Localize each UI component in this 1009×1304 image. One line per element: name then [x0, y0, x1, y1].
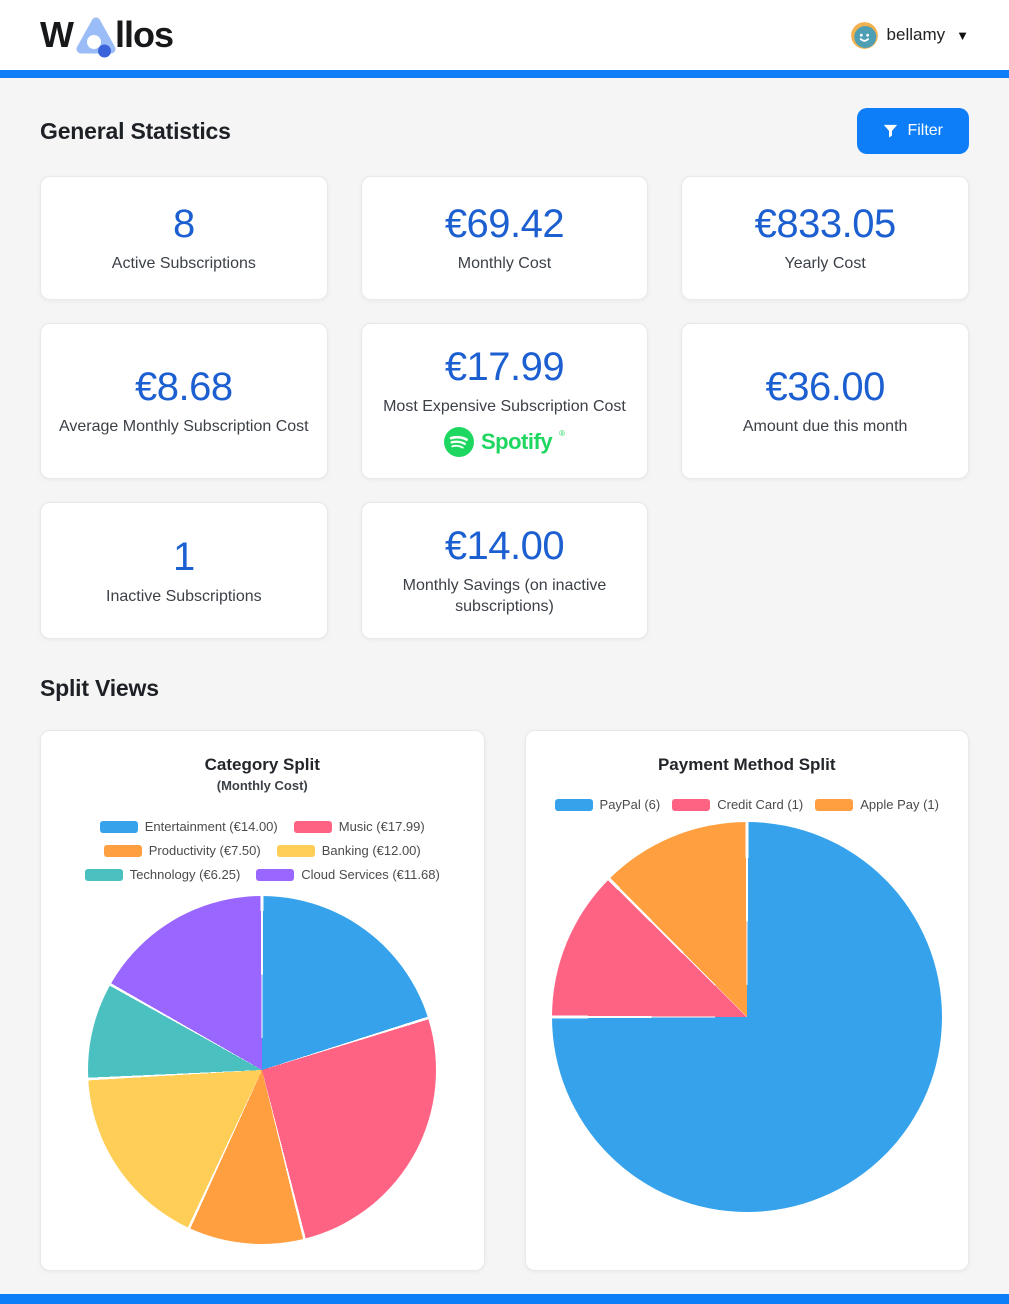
legend-swatch: [554, 798, 593, 811]
legend-item[interactable]: Technology (€6.25): [84, 867, 241, 883]
legend-item[interactable]: Music (€17.99): [293, 819, 425, 835]
app-header: W llos bellamy ▼: [0, 0, 1009, 70]
payment-pie-chart: [551, 822, 942, 1213]
filter-button-label: Filter: [907, 122, 943, 139]
user-name: bellamy: [886, 25, 946, 44]
stat-value: 8: [172, 201, 195, 246]
legend-swatch: [276, 844, 315, 857]
legend-item[interactable]: Credit Card (1): [672, 797, 803, 812]
general-statistics-title: General Statistics: [40, 117, 231, 144]
legend-item[interactable]: PayPal (6): [554, 797, 661, 813]
legend-label: Productivity (€7.50): [148, 843, 261, 859]
legend-label: Cloud Services (€11.68): [301, 867, 440, 883]
spotify-registered-mark: ®: [559, 429, 565, 439]
spotify-logo: Spotify ®: [444, 427, 565, 458]
stat-label: Monthly Savings (on inactive subscriptio…: [402, 577, 607, 616]
split-views-title: Split Views: [40, 675, 159, 702]
main-content: General Statistics Filter 8 Active Subsc…: [0, 78, 1009, 1272]
split-views-grid: Category Split (Monthly Cost) Entertainm…: [40, 730, 969, 1272]
category-split-subtitle: (Monthly Cost): [216, 778, 308, 794]
header-accent-bar: [0, 70, 1009, 78]
stat-value: €833.05: [754, 201, 897, 246]
stat-card-yearly-cost: €833.05 Yearly Cost: [681, 176, 969, 300]
stat-card-monthly-savings: €14.00 Monthly Savings (on inactive subs…: [360, 502, 649, 640]
stat-label: Average Monthly Subscription Cost: [59, 418, 309, 435]
footer-accent-bar: [0, 1294, 1009, 1304]
user-avatar: [850, 21, 878, 49]
stat-label: Amount due this month: [742, 418, 908, 435]
user-menu[interactable]: bellamy ▼: [850, 21, 969, 49]
payment-method-split-card: Payment Method Split PayPal (6) Credit Ca…: [524, 730, 969, 1272]
category-pie-chart: [88, 896, 437, 1245]
legend-swatch: [293, 820, 332, 833]
legend-item[interactable]: Apple Pay (1): [815, 797, 939, 812]
legend-swatch: [84, 868, 123, 881]
filter-funnel-icon: [884, 124, 898, 137]
stat-card-inactive-subscriptions: 1 Inactive Subscriptions: [40, 502, 328, 640]
stat-value: €17.99: [444, 345, 565, 389]
stat-card-most-expensive: €17.99 Most Expensive Subscription Cost …: [360, 323, 649, 480]
caret-down-icon: ▼: [956, 27, 969, 43]
stat-value: €36.00: [765, 365, 885, 409]
legend-item[interactable]: Productivity (€7.50): [103, 843, 261, 859]
category-split-legend: Entertainment (€14.00) Music (€17.99) Prod…: [76, 819, 448, 882]
stat-label: Monthly Cost: [457, 254, 552, 272]
stat-card-average-monthly-cost: €8.68 Average Monthly Subscription Cost: [40, 323, 328, 480]
legend-swatch: [815, 798, 854, 811]
legend-label: Entertainment (€14.00): [144, 819, 278, 835]
stat-card-monthly-cost: €69.42 Monthly Cost: [360, 176, 649, 300]
legend-item[interactable]: Banking (€12.00): [276, 843, 421, 859]
wallos-logo-icon: [76, 17, 116, 58]
legend-label: Apple Pay (1): [860, 797, 939, 813]
spotify-wordmark: Spotify: [481, 429, 553, 455]
legend-label: Banking (€12.00): [321, 843, 421, 859]
filter-button[interactable]: Filter: [857, 108, 969, 154]
stat-label: Yearly Cost: [784, 254, 866, 272]
stat-value: €8.68: [135, 365, 233, 409]
payment-method-split-title: Payment Method Split: [657, 755, 836, 775]
legend-item[interactable]: Entertainment (€14.00): [99, 819, 278, 835]
legend-label: Music (€17.99): [338, 819, 425, 835]
stat-value: 1: [172, 534, 195, 579]
legend-label: Credit Card (1): [717, 797, 804, 813]
stat-label: Active Subscriptions: [111, 254, 256, 272]
stats-grid: 8 Active Subscriptions €69.42 Monthly Co…: [40, 176, 969, 640]
stat-label: Most Expensive Subscription Cost: [383, 398, 626, 415]
spotify-icon: [444, 427, 474, 458]
logo-text-prefix: W: [40, 14, 74, 55]
stat-card-amount-due: €36.00 Amount due this month: [681, 323, 969, 480]
app-logo[interactable]: W llos: [40, 13, 174, 58]
legend-swatch: [672, 798, 711, 811]
legend-item[interactable]: Cloud Services (€11.68): [256, 867, 440, 882]
stat-value: €14.00: [444, 524, 565, 569]
stat-value: €69.42: [444, 201, 565, 246]
logo-text-suffix: llos: [114, 14, 174, 55]
legend-swatch: [256, 868, 295, 881]
stat-label: Inactive Subscriptions: [106, 587, 262, 605]
legend-swatch: [99, 820, 138, 833]
stat-card-active-subscriptions: 8 Active Subscriptions: [40, 176, 328, 300]
legend-label: Technology (€6.25): [129, 867, 241, 883]
legend-swatch: [103, 844, 142, 857]
category-split-title: Category Split: [204, 755, 320, 775]
legend-label: PayPal (6): [599, 797, 661, 813]
payment-method-legend: PayPal (6) Credit Card (1) Apple Pay (1): [544, 797, 951, 812]
category-split-card: Category Split (Monthly Cost) Entertainm…: [40, 730, 485, 1272]
